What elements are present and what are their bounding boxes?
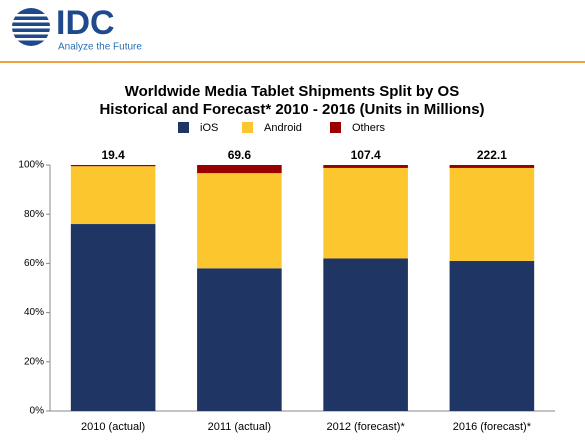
y-tick-label: 40% [24,307,44,318]
bar-segment [70,165,156,167]
bar-segment [449,260,535,411]
bar-segment [197,165,282,174]
legend-swatch [330,122,341,133]
y-tick-label: 0% [30,406,45,417]
legend-label: iOS [200,122,218,134]
y-tick-label: 60% [24,258,44,269]
y-tick-label: 80% [24,209,44,220]
header-rule [0,61,585,63]
x-tick-label: 2012 (forecast)* [326,421,405,433]
x-tick-label: 2016 (forecast)* [453,421,532,433]
bar-segment [449,165,535,168]
logo-tagline: Analyze the Future [58,42,142,53]
legend-swatch [178,122,189,133]
legend-label: Android [264,122,302,134]
total-label: 107.4 [351,148,381,162]
bar-segment [323,167,408,259]
y-tick-label: 100% [18,160,44,171]
x-tick-label: 2011 (actual) [208,421,271,433]
logo-text: IDC [56,4,115,42]
legend-swatch [242,122,253,133]
legend-label: Others [352,122,386,134]
y-tick-label: 20% [24,356,44,367]
bar-segment [449,167,535,261]
bar-segment [197,268,282,411]
bar-segment [70,166,156,225]
total-label: 69.6 [228,148,252,162]
bar-segment [70,224,156,411]
logo-globe [12,8,50,46]
x-tick-label: 2010 (actual) [81,421,145,433]
chart-subtitle: Historical and Forecast* 2010 - 2016 (Un… [99,101,484,118]
bar-segment [323,165,408,168]
total-label: 222.1 [477,148,507,162]
total-label: 19.4 [101,148,125,162]
bar-segment [323,258,408,411]
bar-segment [197,173,282,269]
chart-title: Worldwide Media Tablet Shipments Split b… [125,83,459,100]
